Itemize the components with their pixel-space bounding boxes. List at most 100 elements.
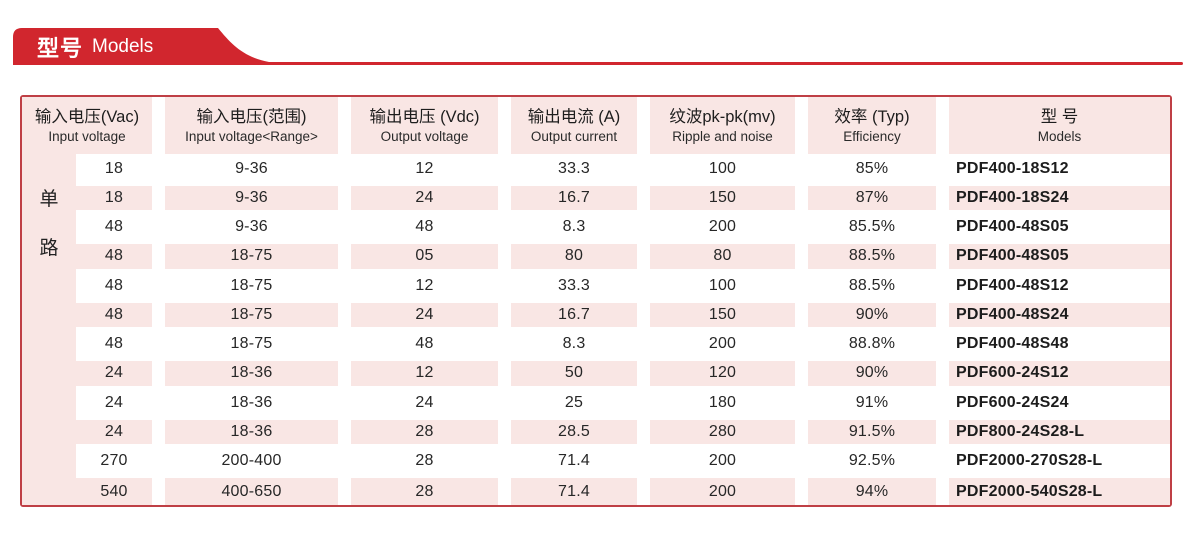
table-row: 48 18-75 48 8.3 200 88.8% PDF400-48S48 xyxy=(22,330,1170,359)
table-row: 24 18-36 12 50 120 90% PDF600-24S12 xyxy=(22,359,1170,388)
cell-ripple-noise: 100 xyxy=(708,159,737,177)
cell-input-voltage: 48 xyxy=(104,218,124,236)
table-row: 48 18-75 12 33.3 100 88.5% PDF400-48S12 xyxy=(22,271,1170,300)
cell-output-current: 25 xyxy=(564,393,584,411)
cell-input-voltage-range: 9-36 xyxy=(235,159,268,177)
cell-efficiency: 85.5% xyxy=(848,218,896,236)
cell-model: PDF2000-540S28-L xyxy=(949,478,1170,505)
group-label-char: 单 xyxy=(39,189,59,210)
cell-output-current: 80 xyxy=(511,244,637,269)
cell-output-current: 8.3 xyxy=(562,218,586,236)
cell-model: PDF400-48S48 xyxy=(956,335,1069,353)
column-header-zh: 效率 (Typ) xyxy=(834,107,910,126)
cell-model: PDF400-48S05 xyxy=(956,218,1069,236)
cell-input-voltage: 48 xyxy=(104,276,124,294)
column-header-zh: 输出电压 (Vdc) xyxy=(369,107,480,126)
cell-output-current: 8.3 xyxy=(562,335,586,353)
cell-model: PDF600-24S24 xyxy=(956,393,1069,411)
cell-efficiency: 92.5% xyxy=(848,452,896,470)
cell-input-voltage-range: 18-36 xyxy=(165,361,338,386)
cell-efficiency: 88.5% xyxy=(808,244,936,269)
cell-input-voltage-range: 18-75 xyxy=(165,244,338,269)
models-table: 输入电压(Vac) Input voltage 输入电压(范围) Input v… xyxy=(20,95,1172,507)
cell-input-voltage: 48 xyxy=(76,302,152,327)
cell-input-voltage-range: 400-650 xyxy=(165,478,338,505)
cell-ripple-noise: 180 xyxy=(708,393,737,411)
cell-efficiency: 87% xyxy=(808,185,936,210)
column-header-zh: 纹波pk-pk(mv) xyxy=(669,107,776,126)
banner-title-zh: 型号 xyxy=(37,35,84,61)
cell-model: PDF2000-270S28-L xyxy=(956,452,1103,470)
cell-output-voltage: 24 xyxy=(351,302,498,327)
cell-output-voltage: 48 xyxy=(415,218,434,236)
cell-output-current: 33.3 xyxy=(558,276,590,294)
column-header-en: Models xyxy=(1037,128,1082,144)
cell-input-voltage-range: 18-75 xyxy=(230,276,273,294)
banner-title: 型号 Models xyxy=(37,28,153,65)
cell-output-current: 71.4 xyxy=(511,478,637,505)
cell-ripple-noise: 150 xyxy=(650,302,795,327)
column-header: 输入电压(范围) Input voltage<Range> xyxy=(165,97,338,154)
column-header-zh: 输入电压(范围) xyxy=(196,107,307,126)
cell-efficiency: 90% xyxy=(808,361,936,386)
table-header-row: 输入电压(Vac) Input voltage 输入电压(范围) Input v… xyxy=(22,97,1170,154)
table-row: 270 200-400 28 71.4 200 92.5% PDF2000-27… xyxy=(22,447,1170,476)
column-header-zh: 输入电压(Vac) xyxy=(34,107,140,126)
cell-output-current: 16.7 xyxy=(511,302,637,327)
table-row: 18 9-36 24 16.7 150 87% PDF400-18S24 xyxy=(22,183,1170,212)
cell-input-voltage-range: 18-36 xyxy=(165,419,338,444)
table-row: 24 18-36 28 28.5 280 91.5% PDF800-24S28-… xyxy=(22,417,1170,446)
column-header: 输入电压(Vac) Input voltage xyxy=(22,97,152,154)
column-header-en: Efficiency xyxy=(843,128,901,144)
table-row: 540 400-650 28 71.4 200 94% PDF2000-540S… xyxy=(22,476,1170,505)
cell-efficiency: 91.5% xyxy=(808,419,936,444)
cell-ripple-noise: 200 xyxy=(708,452,737,470)
cell-input-voltage-range: 200-400 xyxy=(221,452,282,470)
cell-efficiency: 85% xyxy=(855,159,889,177)
column-header-en: Ripple and noise xyxy=(672,128,773,144)
cell-output-current: 71.4 xyxy=(558,452,590,470)
cell-ripple-noise: 200 xyxy=(708,335,737,353)
cell-model: PDF400-48S24 xyxy=(949,302,1170,327)
group-label-strip: 单 路 xyxy=(22,154,76,505)
cell-output-voltage: 28 xyxy=(351,419,498,444)
cell-input-voltage: 540 xyxy=(76,478,152,505)
column-header: 输出电压 (Vdc) Output voltage xyxy=(351,97,498,154)
cell-output-voltage: 24 xyxy=(351,185,498,210)
cell-ripple-noise: 150 xyxy=(650,185,795,210)
cell-model: PDF800-24S28-L xyxy=(949,419,1170,444)
cell-input-voltage-range: 18-75 xyxy=(230,335,273,353)
table-row: 24 18-36 24 25 180 91% PDF600-24S24 xyxy=(22,388,1170,417)
cell-ripple-noise: 200 xyxy=(708,218,737,236)
column-header-zh: 输出电流 (A) xyxy=(527,107,621,126)
table-row: 48 9-36 48 8.3 200 85.5% PDF400-48S05 xyxy=(22,213,1170,242)
table-row: 48 18-75 05 80 80 88.5% PDF400-48S05 xyxy=(22,242,1170,271)
cell-output-voltage: 28 xyxy=(415,452,434,470)
cell-output-current: 50 xyxy=(511,361,637,386)
cell-efficiency: 90% xyxy=(808,302,936,327)
cell-input-voltage: 18 xyxy=(76,185,152,210)
cell-efficiency: 91% xyxy=(855,393,889,411)
cell-output-voltage: 24 xyxy=(415,393,434,411)
column-header: 纹波pk-pk(mv) Ripple and noise xyxy=(650,97,795,154)
cell-input-voltage-range: 18-75 xyxy=(165,302,338,327)
cell-output-voltage: 48 xyxy=(415,335,434,353)
cell-output-current: 33.3 xyxy=(558,159,590,177)
cell-model: PDF600-24S12 xyxy=(949,361,1170,386)
column-header-zh: 型 号 xyxy=(1040,107,1079,126)
cell-ripple-noise: 280 xyxy=(650,419,795,444)
cell-input-voltage: 48 xyxy=(104,335,124,353)
cell-input-voltage: 18 xyxy=(104,159,124,177)
table-row: 48 18-75 24 16.7 150 90% PDF400-48S24 xyxy=(22,300,1170,329)
cell-ripple-noise: 80 xyxy=(650,244,795,269)
cell-input-voltage: 24 xyxy=(76,419,152,444)
cell-model: PDF400-18S12 xyxy=(956,159,1069,177)
column-header: 效率 (Typ) Efficiency xyxy=(808,97,936,154)
cell-input-voltage: 24 xyxy=(76,361,152,386)
column-header-en: Output current xyxy=(530,128,618,144)
cell-ripple-noise: 200 xyxy=(650,478,795,505)
cell-input-voltage: 24 xyxy=(104,393,124,411)
banner-ribbon-shape xyxy=(13,28,283,65)
cell-efficiency: 88.5% xyxy=(848,276,896,294)
